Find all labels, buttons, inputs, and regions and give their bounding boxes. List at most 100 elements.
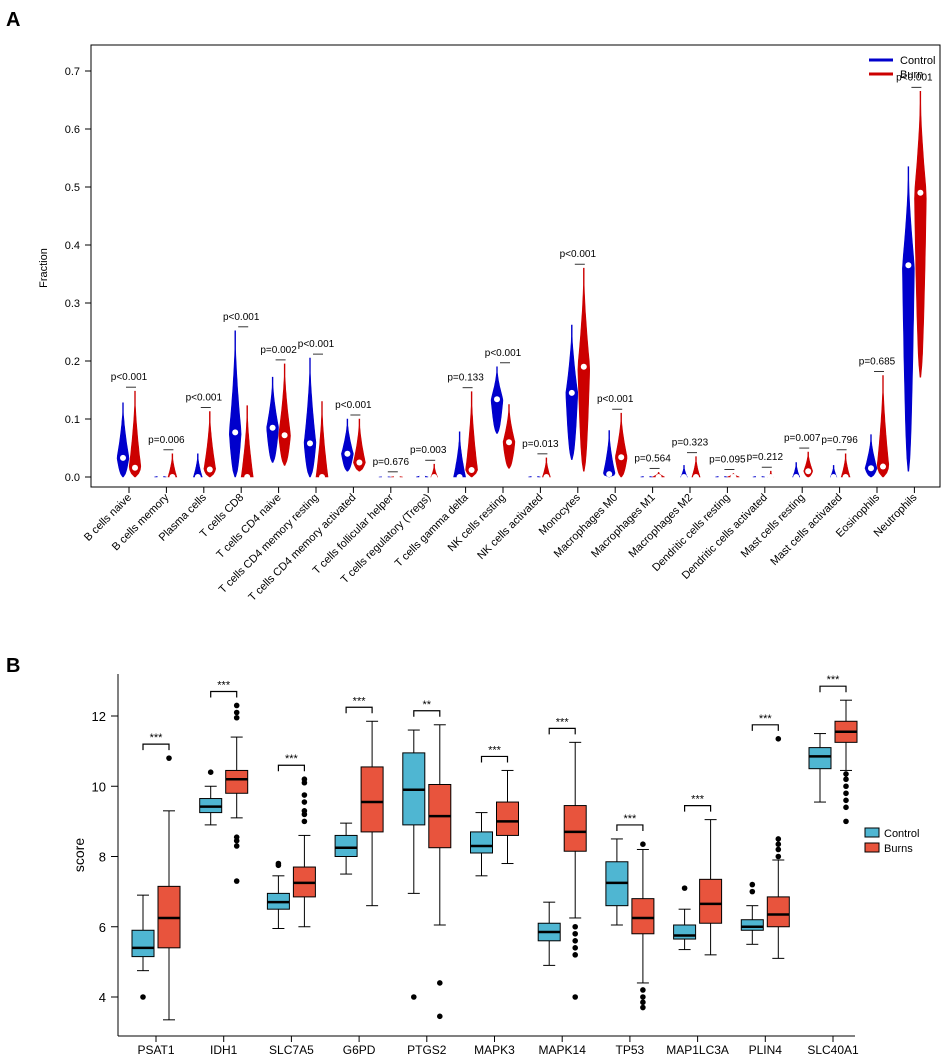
panel-a-category-label: Macrophages M1 <box>589 492 658 561</box>
violin-median-dot <box>244 474 251 480</box>
violin-burn <box>278 363 291 466</box>
panel-a-ytick-label: 0.1 <box>65 414 80 426</box>
pvalue-label: p<0.001 <box>597 394 634 405</box>
panel-b-category-label: SLC7A5 <box>269 1043 314 1056</box>
panel-a-ytick-label: 0.3 <box>65 298 80 310</box>
violin-burn <box>502 404 516 469</box>
outlier-point <box>301 799 308 805</box>
panel-b-category-label: IDH1 <box>210 1043 238 1056</box>
outlier-point <box>843 771 849 777</box>
panel-b-x-axis: PSAT1 IDH1 SLC7A5 G6PD PTGS2 MAPK3 MAPK14 TP53 M… <box>137 1036 859 1056</box>
panel-a-category-label: Mast cells activated <box>768 492 844 568</box>
legend-burns-box-label: Burns <box>884 843 913 855</box>
box-burns <box>360 766 384 833</box>
panel-a-ytick-label: 0.6 <box>65 124 80 136</box>
violin-median-dot <box>868 465 874 472</box>
panel-b-ytick-label: 4 <box>99 990 106 1005</box>
violin-median-dot <box>468 467 475 474</box>
outlier-point <box>275 860 282 867</box>
outlier-point <box>301 776 308 783</box>
pvalue-label: p<0.001 <box>896 72 933 83</box>
significance-bracket <box>413 710 441 717</box>
violin-median-dot <box>618 454 625 461</box>
panel-b-y-axis: 4 6 8 10 12 <box>92 709 118 1005</box>
violin-burn <box>167 453 178 478</box>
outlier-point <box>411 994 417 1000</box>
violin-median-dot <box>494 396 500 403</box>
violin-burn <box>691 456 701 478</box>
violin-median-dot <box>880 463 886 470</box>
significance-bracket <box>142 743 170 751</box>
violin-median-dot <box>755 474 762 480</box>
pvalue-label: p<0.001 <box>111 372 148 383</box>
outlier-point <box>572 945 578 951</box>
violin-burn <box>876 375 890 478</box>
pvalue-label: p<0.001 <box>186 392 223 403</box>
panel-a-category-label: Mast cells resting <box>739 492 808 561</box>
violin-control <box>680 465 688 478</box>
violin-burn <box>615 412 628 478</box>
panel-b-category-label: PLIN4 <box>749 1043 783 1056</box>
outlier-point <box>572 952 578 958</box>
violin-median-dot <box>419 474 426 480</box>
panel-a-ylabel: Fraction <box>38 248 50 288</box>
pvalue-label: p<0.001 <box>335 400 372 411</box>
violin-median-dot <box>169 474 176 480</box>
pvalue-label: p=0.685 <box>859 357 896 368</box>
violin-median-dot <box>805 468 812 475</box>
outlier-point <box>572 930 578 937</box>
panel-a-category-label: T cells CD4 naive <box>214 492 283 561</box>
violin-median-dot <box>655 474 662 480</box>
box-burns <box>766 896 790 928</box>
violin-median-dot <box>793 474 800 480</box>
significance-label: ** <box>423 699 432 711</box>
box-control <box>470 831 493 854</box>
violin-median-dot <box>281 432 288 439</box>
panel-b-ytick-label: 6 <box>99 920 106 935</box>
outlier-point <box>775 841 782 848</box>
outlier-point <box>301 808 308 814</box>
panel-b-category-label: G6PD <box>343 1043 376 1056</box>
violin-median-dot <box>830 474 837 480</box>
violin-median-dot <box>767 474 774 480</box>
violin-median-dot <box>917 189 924 196</box>
panel-b-category-label: PSAT1 <box>137 1043 174 1056</box>
violin-median-dot <box>356 459 363 466</box>
outlier-point <box>843 776 849 783</box>
violin-burn <box>315 401 329 478</box>
violin-control <box>792 462 801 478</box>
violin-median-dot <box>531 474 538 480</box>
outlier-point <box>233 878 240 884</box>
outlier-point <box>233 702 240 709</box>
pvalue-label: p=0.003 <box>410 445 447 456</box>
panel-b-category-label: MAPK14 <box>539 1043 587 1056</box>
outlier-point <box>749 881 756 888</box>
significance-label: *** <box>623 813 637 825</box>
panel-b-category-label: PTGS2 <box>407 1043 447 1056</box>
significance-label: *** <box>691 794 705 806</box>
outlier-point <box>207 769 214 775</box>
panel-b-ytick-label: 10 <box>92 779 106 794</box>
panel-b-ylabel: score <box>71 838 87 872</box>
violin-burn <box>840 453 851 478</box>
panel-a-label: A <box>6 9 20 31</box>
outlier-point <box>640 999 646 1006</box>
pvalue-label: p=0.002 <box>260 345 297 356</box>
violin-control <box>864 434 878 478</box>
violin-median-dot <box>905 262 912 269</box>
outlier-point <box>843 797 849 804</box>
outlier-point <box>640 841 646 848</box>
outlier-point <box>437 1013 443 1020</box>
panel-b-ytick-label: 12 <box>92 709 106 724</box>
outlier-point <box>233 714 240 721</box>
significance-bracket <box>480 755 509 763</box>
violin-median-dot <box>194 474 201 480</box>
outlier-point <box>843 818 849 825</box>
panel-b-legend: Control Burns <box>864 827 919 855</box>
panel-a-violins: p<0.001p=0.006p<0.001p<0.001p=0.002p<0.0… <box>111 72 933 480</box>
significance-label: *** <box>759 713 773 725</box>
panel-a-category-label: Macrophages M0 <box>552 492 621 561</box>
outlier-point <box>775 836 782 842</box>
box-control <box>131 929 155 958</box>
